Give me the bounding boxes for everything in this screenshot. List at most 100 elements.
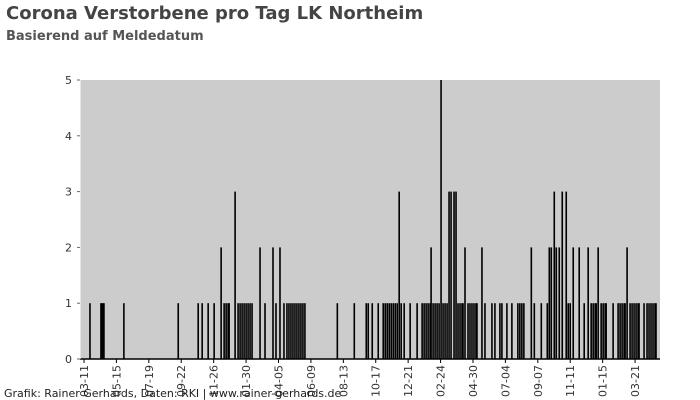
bar	[384, 303, 387, 359]
bar	[388, 303, 391, 359]
bar	[396, 303, 398, 359]
bar	[646, 303, 648, 359]
bar	[597, 247, 599, 359]
bar	[394, 303, 396, 359]
bar	[283, 303, 285, 359]
bar	[626, 247, 628, 359]
bar	[623, 303, 625, 359]
plot-area	[80, 80, 660, 359]
bar	[367, 303, 370, 359]
bar	[475, 303, 477, 359]
bar	[521, 303, 523, 359]
bar	[550, 247, 553, 359]
x-tick-label: 01-15	[597, 365, 610, 397]
bar	[448, 191, 450, 359]
bar	[561, 191, 564, 359]
bar	[177, 303, 180, 359]
bar	[481, 247, 483, 359]
bar	[633, 303, 635, 359]
bar	[365, 303, 368, 359]
bar	[251, 303, 253, 359]
bar	[624, 303, 626, 359]
bar	[382, 303, 385, 359]
bar	[461, 303, 463, 359]
bar	[423, 303, 425, 359]
x-tick-label: 10-17	[370, 365, 383, 397]
bar	[429, 303, 431, 359]
x-tick-label: 06-09	[305, 365, 318, 397]
x-tick-label: 03-11	[78, 365, 91, 397]
bar	[336, 303, 339, 359]
bar	[279, 247, 281, 359]
bar	[612, 303, 614, 359]
bar	[464, 247, 466, 359]
bar	[523, 303, 525, 359]
bar	[643, 303, 645, 359]
bar	[655, 303, 657, 359]
bar	[476, 303, 478, 359]
bar	[567, 303, 570, 359]
bar	[245, 303, 247, 359]
bar	[392, 303, 394, 359]
bar	[546, 303, 549, 359]
bar	[290, 303, 292, 359]
bar	[101, 303, 103, 359]
bar	[635, 303, 637, 359]
bar	[473, 303, 475, 359]
bar	[457, 303, 459, 359]
bar	[228, 303, 230, 359]
x-tick-label: 03-21	[629, 365, 642, 397]
bar	[300, 303, 302, 359]
bar	[207, 303, 209, 359]
bar	[102, 303, 104, 359]
bar	[421, 303, 423, 359]
bar	[225, 303, 227, 359]
bar	[201, 303, 203, 359]
bar	[247, 303, 249, 359]
bar	[409, 303, 411, 359]
bar	[491, 303, 493, 359]
bar	[286, 303, 288, 359]
bar	[446, 303, 448, 359]
bar	[638, 303, 640, 359]
bar	[594, 303, 596, 359]
bar	[558, 247, 561, 359]
x-tick-label: 04-30	[467, 365, 480, 397]
bar	[629, 303, 631, 359]
bar	[237, 303, 239, 359]
bar	[600, 303, 602, 359]
bar	[621, 303, 623, 359]
bar	[654, 303, 656, 359]
x-tick-label: 01-30	[240, 365, 253, 397]
bar	[631, 303, 633, 359]
bar	[511, 303, 513, 359]
bar	[213, 303, 215, 359]
bar	[453, 191, 455, 359]
bar	[377, 303, 380, 359]
bar	[386, 303, 389, 359]
bar	[264, 303, 266, 359]
bar	[553, 191, 556, 359]
y-tick-label: 2	[65, 241, 72, 254]
bar	[444, 303, 446, 359]
bar	[619, 303, 621, 359]
bar	[436, 303, 438, 359]
bar	[519, 303, 521, 359]
bar	[506, 303, 508, 359]
source-note: Grafik: Rainer Gerhards, Daten: RKI | ww…	[4, 387, 342, 400]
bar	[298, 303, 300, 359]
y-tick-label: 5	[65, 74, 72, 87]
bar	[604, 303, 606, 359]
bar	[398, 191, 400, 359]
bar	[471, 303, 473, 359]
bar	[425, 303, 427, 359]
bar	[440, 80, 442, 359]
bar	[517, 303, 519, 359]
bar	[565, 191, 568, 359]
bar	[239, 303, 241, 359]
bar	[259, 247, 261, 359]
x-tick-label: 05-15	[110, 365, 123, 397]
bar	[533, 303, 536, 359]
bar	[434, 303, 436, 359]
